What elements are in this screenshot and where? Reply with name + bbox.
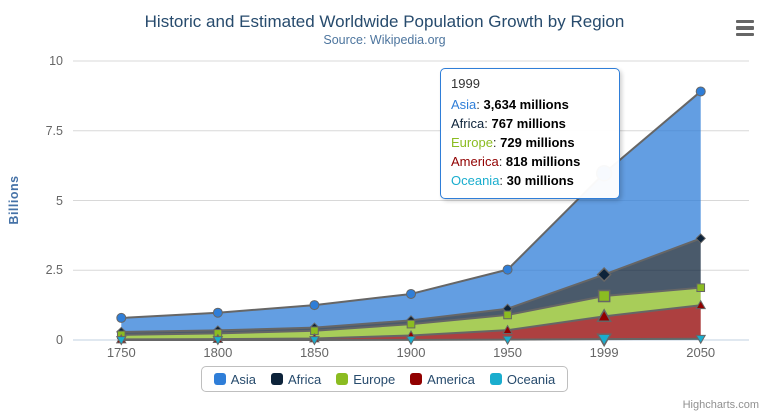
oceania-series-swatch-icon <box>489 373 502 385</box>
marker-europe-1900[interactable] <box>406 319 416 329</box>
marker-africa-1999[interactable] <box>596 267 612 283</box>
highcharts-credits-link[interactable]: Highcharts.com <box>682 399 759 411</box>
y-tick-label: 0 <box>56 333 63 347</box>
marker-asia-1800[interactable] <box>212 307 223 318</box>
area-america[interactable] <box>121 305 701 340</box>
x-tick-label: 1950 <box>493 345 523 360</box>
legend-item-oceania[interactable]: Oceania <box>489 373 555 386</box>
marker-america-1950[interactable] <box>502 324 513 335</box>
marker-asia-1999[interactable] <box>595 164 613 182</box>
marker-oceania-1999[interactable] <box>596 333 612 348</box>
y-tick-label: 7.5 <box>45 123 63 138</box>
marker-oceania-1950[interactable] <box>502 335 513 346</box>
hamburger-icon <box>736 26 754 30</box>
hamburger-icon <box>736 20 754 24</box>
marker-africa-2050[interactable] <box>695 233 706 244</box>
y-tick-label: 2.5 <box>45 263 63 278</box>
marker-europe-2050[interactable] <box>696 283 706 293</box>
marker-europe-1950[interactable] <box>503 310 512 320</box>
legend-item-america[interactable]: America <box>410 373 475 386</box>
europe-series-swatch-icon <box>336 373 349 385</box>
x-tick-label: 1900 <box>396 345 426 360</box>
area-asia[interactable] <box>121 91 701 332</box>
chart-title: Historic and Estimated Worldwide Populat… <box>144 12 625 31</box>
hamburger-icon <box>736 32 754 36</box>
marker-asia-2050[interactable] <box>695 86 706 97</box>
chart-subtitle: Source: Wikipedia.org <box>323 33 446 47</box>
legend-box: Asia Africa Europe America Oceania <box>200 366 569 392</box>
marker-asia-1900[interactable] <box>406 288 416 299</box>
legend-item-africa[interactable]: Africa <box>271 373 321 386</box>
marker-oceania-1850[interactable] <box>309 336 320 346</box>
marker-america-2050[interactable] <box>695 299 707 310</box>
marker-oceania-1900[interactable] <box>405 335 417 346</box>
africa-series-swatch-icon <box>271 373 284 385</box>
marker-oceania-2050[interactable] <box>695 334 707 345</box>
marker-asia-1750[interactable] <box>116 312 127 323</box>
marker-america-1999[interactable] <box>596 308 612 322</box>
y-tick-label: 5 <box>56 193 63 208</box>
export-menu-button[interactable] <box>736 20 756 36</box>
x-tick-label: 1750 <box>106 345 136 360</box>
marker-oceania-1750[interactable] <box>115 336 127 346</box>
legend: Asia Africa Europe America Oceania <box>0 366 769 392</box>
marker-asia-1850[interactable] <box>309 300 320 311</box>
marker-asia-1950[interactable] <box>502 264 513 275</box>
legend-item-asia[interactable]: Asia <box>213 373 256 386</box>
area-africa[interactable] <box>121 238 701 335</box>
x-tick-label: 1800 <box>203 345 233 360</box>
x-tick-label: 1850 <box>299 345 329 360</box>
asia-series-swatch-icon <box>213 373 226 385</box>
america-series-swatch-icon <box>410 373 423 385</box>
y-tick-label: 10 <box>49 54 63 68</box>
x-tick-label: 1999 <box>589 345 619 360</box>
marker-oceania-1800[interactable] <box>212 336 224 346</box>
x-tick-label: 2050 <box>686 345 716 360</box>
legend-item-europe[interactable]: Europe <box>336 373 395 386</box>
marker-europe-1999[interactable] <box>597 289 611 303</box>
